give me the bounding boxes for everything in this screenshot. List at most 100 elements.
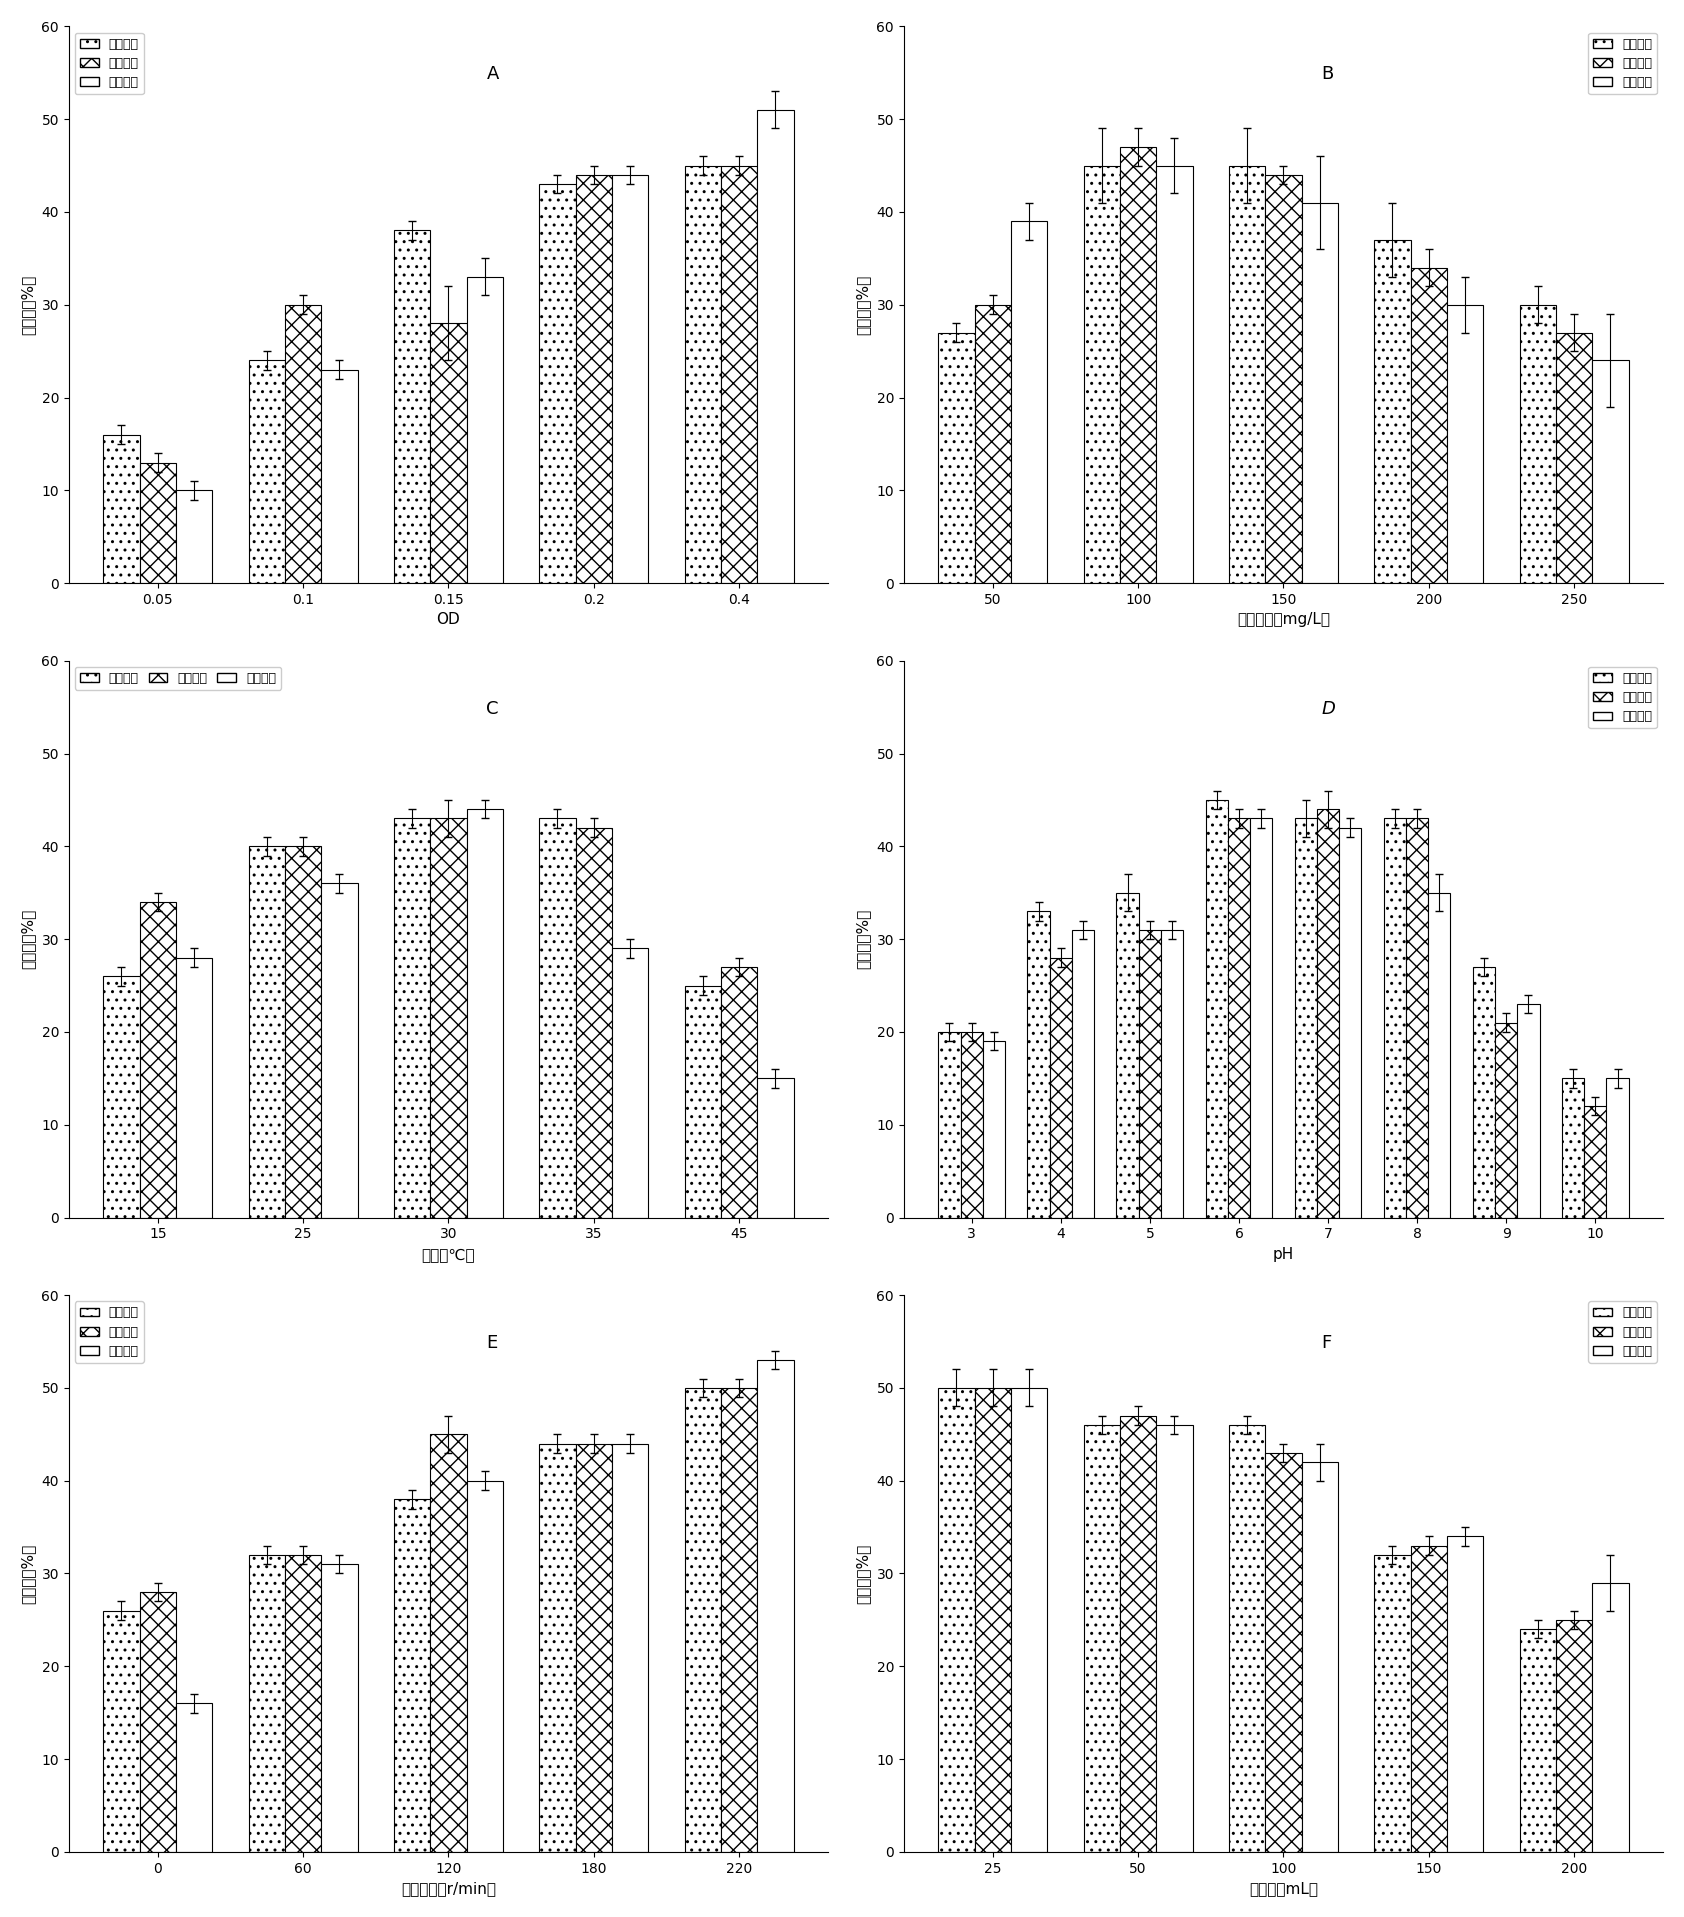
Bar: [975, 305, 1010, 583]
Bar: [1561, 1079, 1585, 1217]
Bar: [1517, 1005, 1539, 1217]
Bar: [249, 845, 285, 1217]
Bar: [1073, 930, 1095, 1217]
X-axis label: 装液量（mL）: 装液量（mL）: [1250, 1881, 1319, 1896]
Bar: [249, 1555, 285, 1852]
Bar: [1229, 1424, 1265, 1852]
Bar: [539, 184, 576, 583]
Bar: [938, 1388, 975, 1852]
Bar: [1010, 220, 1047, 583]
Bar: [960, 1031, 983, 1217]
Bar: [1049, 958, 1073, 1217]
Bar: [140, 1591, 175, 1852]
Bar: [1585, 1106, 1607, 1217]
Bar: [322, 370, 357, 583]
Bar: [539, 819, 576, 1217]
Bar: [1120, 1417, 1157, 1852]
Bar: [394, 819, 429, 1217]
Bar: [322, 884, 357, 1217]
Bar: [685, 165, 721, 583]
Bar: [1593, 360, 1628, 583]
Bar: [1556, 1620, 1593, 1852]
Y-axis label: 降解率（%）: 降解率（%）: [20, 274, 35, 335]
Bar: [175, 1704, 212, 1852]
Legend: 联苯菊酯, 甲氯菊酯, 氯氯菊酯: 联苯菊酯, 甲氯菊酯, 氯氯菊酯: [76, 667, 281, 690]
Bar: [983, 1041, 1005, 1217]
Bar: [1339, 828, 1361, 1217]
Bar: [1428, 893, 1450, 1217]
Bar: [1027, 911, 1049, 1217]
Bar: [175, 958, 212, 1217]
Bar: [539, 1444, 576, 1852]
Bar: [466, 809, 504, 1217]
Bar: [103, 435, 140, 583]
Legend: 联苯菊酯, 甲氯菊酯, 氯氯菊酯: 联苯菊酯, 甲氯菊酯, 氯氯菊酯: [76, 33, 143, 94]
Bar: [758, 1079, 793, 1217]
Bar: [611, 1444, 648, 1852]
Text: C: C: [487, 700, 498, 717]
Bar: [394, 230, 429, 583]
Bar: [758, 1359, 793, 1852]
Bar: [1593, 1583, 1628, 1852]
Bar: [1083, 165, 1120, 583]
Text: E: E: [487, 1334, 498, 1351]
Bar: [1116, 893, 1138, 1217]
Legend: 联苯菊酯, 甲氯菊酯, 氯氯菊酯: 联苯菊酯, 甲氯菊酯, 氯氯菊酯: [1588, 667, 1657, 728]
Bar: [576, 174, 611, 583]
Bar: [938, 1031, 960, 1217]
Bar: [1302, 203, 1339, 583]
X-axis label: 振荡速率（r/min）: 振荡速率（r/min）: [401, 1881, 495, 1896]
Bar: [1138, 930, 1160, 1217]
Bar: [1406, 819, 1428, 1217]
Bar: [175, 491, 212, 583]
Bar: [1083, 1424, 1120, 1852]
Legend: 联苯菊酯, 甲氯菊酯, 氯氯菊酯: 联苯菊酯, 甲氯菊酯, 氯氯菊酯: [1588, 33, 1657, 94]
Bar: [1157, 1424, 1192, 1852]
Bar: [611, 949, 648, 1217]
Bar: [429, 1434, 466, 1852]
Bar: [1607, 1079, 1628, 1217]
Bar: [1447, 1536, 1484, 1852]
Bar: [285, 1555, 322, 1852]
Bar: [1157, 165, 1192, 583]
Bar: [721, 966, 758, 1217]
Bar: [103, 1610, 140, 1852]
Bar: [466, 276, 504, 583]
Bar: [721, 1388, 758, 1852]
Bar: [1519, 305, 1556, 583]
X-axis label: OD: OD: [436, 612, 460, 627]
Y-axis label: 降解率（%）: 降解率（%）: [20, 909, 35, 970]
Legend: 联苯菊酯, 甲氯菊酯, 氯氯菊酯: 联苯菊酯, 甲氯菊酯, 氯氯菊酯: [76, 1302, 143, 1363]
Text: A: A: [487, 65, 498, 82]
Bar: [1160, 930, 1184, 1217]
Bar: [685, 1388, 721, 1852]
Bar: [1295, 819, 1317, 1217]
Bar: [140, 462, 175, 583]
Y-axis label: 降解率（%）: 降解率（%）: [855, 274, 871, 335]
Bar: [576, 1444, 611, 1852]
Bar: [1384, 819, 1406, 1217]
Bar: [721, 165, 758, 583]
Y-axis label: 降解率（%）: 降解率（%）: [855, 909, 871, 970]
Bar: [249, 360, 285, 583]
Bar: [1010, 1388, 1047, 1852]
Bar: [1228, 819, 1250, 1217]
Bar: [140, 903, 175, 1217]
Bar: [466, 1480, 504, 1852]
X-axis label: pH: pH: [1273, 1246, 1293, 1261]
Bar: [429, 819, 466, 1217]
Bar: [103, 976, 140, 1217]
Bar: [429, 324, 466, 583]
Bar: [975, 1388, 1010, 1852]
Bar: [394, 1499, 429, 1852]
Y-axis label: 降解率（%）: 降解率（%）: [20, 1543, 35, 1605]
Bar: [1265, 174, 1302, 583]
Text: B: B: [1322, 65, 1334, 82]
Bar: [285, 305, 322, 583]
Bar: [1374, 240, 1411, 583]
Bar: [1411, 1545, 1447, 1852]
Bar: [1302, 1463, 1339, 1852]
X-axis label: 温度（℃）: 温度（℃）: [421, 1246, 475, 1261]
Bar: [1495, 1022, 1517, 1217]
Bar: [1317, 809, 1339, 1217]
